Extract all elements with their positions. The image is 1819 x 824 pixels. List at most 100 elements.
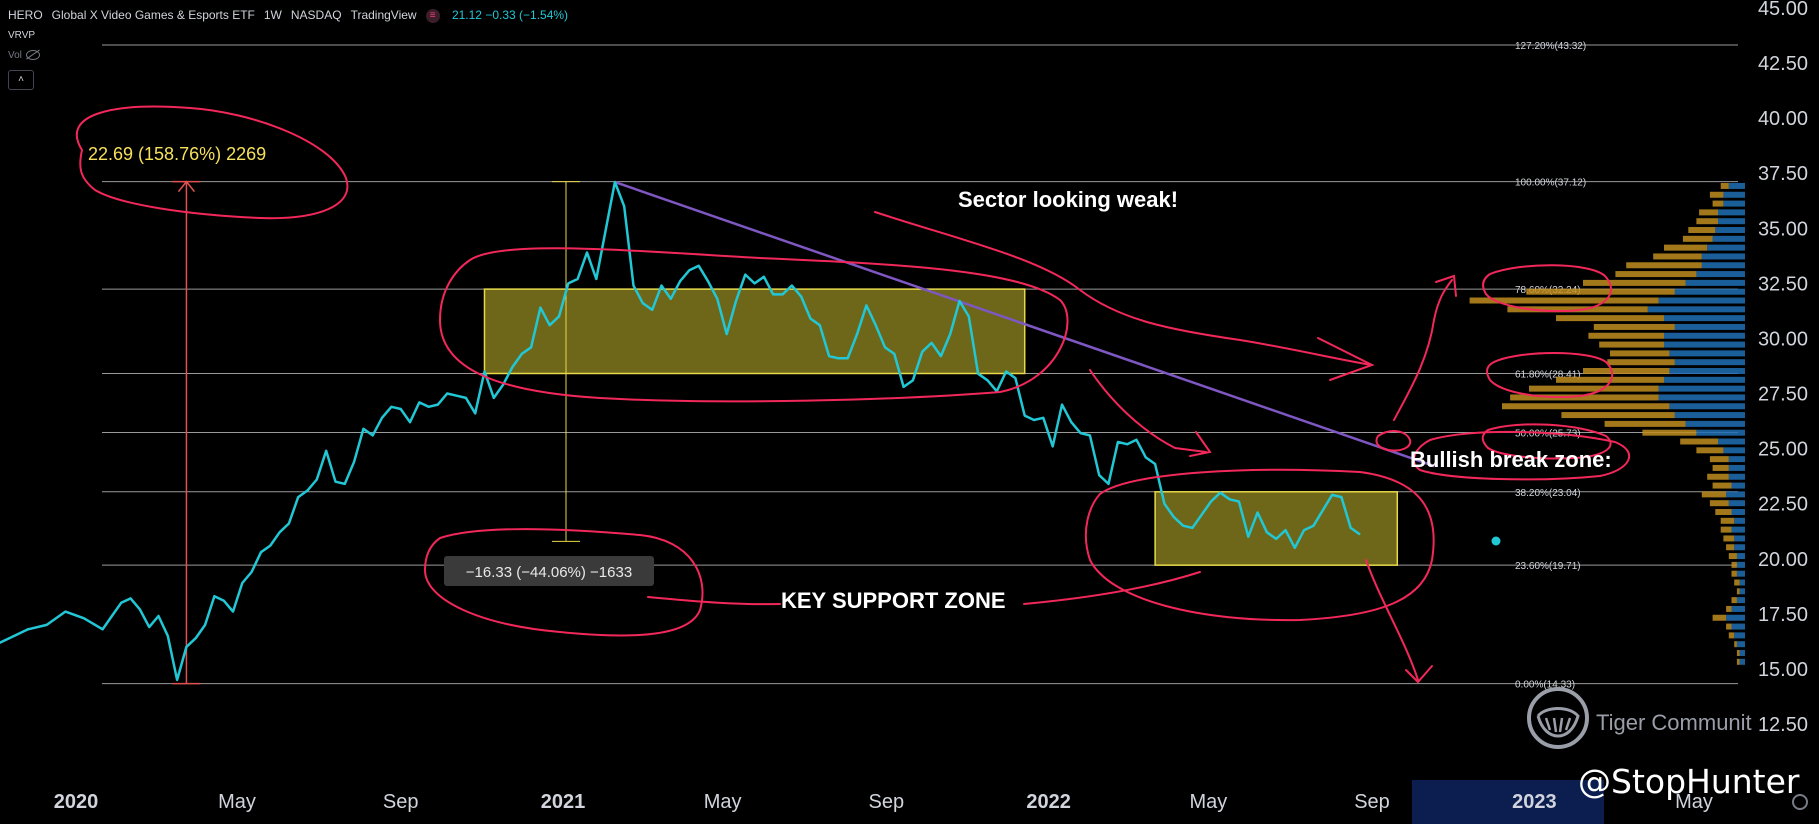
x-tick-label: May	[218, 791, 256, 813]
x-tick-label: Sep	[1354, 791, 1390, 813]
volume-profile-bar-down	[1712, 200, 1724, 207]
volume-profile-bar-up	[1658, 297, 1745, 304]
zones	[483, 288, 1399, 566]
volume-profile-bar-down	[1529, 385, 1659, 392]
chart-header: HERO Global X Video Games & Esports ETF 1W…	[8, 8, 577, 23]
author-handle: @StopHunter	[1578, 762, 1800, 801]
volume-profile-bar-up	[1726, 614, 1745, 621]
y-tick-label: 22.50	[1758, 494, 1808, 516]
volume-profile-bar-up	[1736, 570, 1745, 577]
volume-profile-bar-up	[1728, 464, 1745, 471]
ink-drop-arrow	[1089, 369, 1207, 453]
time-axis[interactable]: 2020 May Sep 2021 May Sep 2022 May Sep 2023 May	[54, 791, 1713, 813]
data-source: TradingView	[350, 8, 417, 22]
volume-profile-bar-up	[1726, 491, 1745, 498]
volume-profile-bar-up	[1664, 315, 1745, 322]
exchange: NASDAQ	[290, 8, 342, 22]
volume-profile-bar-down	[1736, 650, 1740, 657]
support-zone-rect	[483, 288, 1026, 375]
collapse-legend-button[interactable]: ˄	[8, 70, 34, 90]
volume-profile-bar-up	[1728, 456, 1745, 463]
volume-profile-bar-up	[1723, 447, 1745, 454]
support-zone-rect	[1154, 491, 1399, 566]
ink-up-arrow	[1393, 279, 1453, 421]
volume-profile-bar-up	[1701, 262, 1745, 269]
eye-hidden-icon[interactable]	[25, 50, 40, 61]
volume-profile-bar-up	[1701, 253, 1745, 260]
ink-sector-arrow	[874, 211, 1373, 366]
volume-profile-bar-up	[1669, 350, 1745, 357]
volume-profile-bar-down	[1610, 350, 1670, 357]
ink-sector-arrowhead	[1317, 337, 1375, 381]
volume-profile-bar-up	[1736, 561, 1745, 568]
indicator-volume[interactable]: Vol	[8, 50, 40, 61]
volume-profile-bar-up	[1736, 597, 1745, 604]
symbol[interactable]: HERO	[8, 8, 43, 22]
annotation-text: Sector looking weak! KEY SUPPORT ZONE Bull…	[781, 187, 1612, 613]
volume-profile-bar-up	[1647, 306, 1745, 313]
volume-profile-bar-down	[1615, 271, 1697, 278]
annotation-bullish-break: Bullish break zone:	[1410, 447, 1612, 472]
volume-profile-bar-down	[1726, 623, 1732, 630]
volume-profile-bar-down	[1720, 526, 1732, 533]
ink-fib-786-circle	[1482, 264, 1612, 313]
volume-profile-bar-down	[1709, 500, 1729, 507]
x-tick-label: 2023	[1512, 791, 1557, 813]
volume-profile-bar-down	[1728, 632, 1735, 639]
volume-profile-bar-up	[1736, 553, 1745, 560]
x-tick-label: 2020	[54, 791, 99, 813]
volume-profile-bar-down	[1556, 376, 1664, 383]
fib-level-label: 38.20%(23.04)	[1515, 488, 1581, 499]
price-series	[0, 180, 1361, 682]
volume-profile-bar-down	[1626, 262, 1702, 269]
volume-profile-bar-down	[1583, 279, 1686, 286]
volume-profile-bar-up	[1674, 412, 1745, 419]
ink-down-arrow	[1365, 559, 1419, 681]
volume-profile-bar-down	[1736, 588, 1740, 595]
indicator-vrvp[interactable]: VRVP	[8, 30, 35, 41]
y-tick-label: 42.50	[1758, 53, 1808, 75]
volume-profile-bar-up	[1734, 632, 1745, 639]
y-tick-label: 25.00	[1758, 439, 1808, 461]
volume-profile-bar-up	[1728, 182, 1745, 189]
volume-profile-bar-up	[1723, 200, 1745, 207]
volume-profile-bar-up	[1739, 658, 1745, 665]
volume-profile-bar-down	[1731, 597, 1737, 604]
volume-profile-bar-up	[1669, 403, 1745, 410]
settings-gear-icon[interactable]	[1792, 794, 1808, 810]
ink-measure-circle	[75, 105, 349, 220]
volume-profile-bar-down	[1699, 209, 1718, 216]
x-tick-label: May	[1675, 791, 1713, 813]
price-axis[interactable]: 45.00 42.50 40.00 37.50 35.00 32.50 30.00 27.50…	[1758, 0, 1808, 736]
volume-profile-bar-down	[1709, 191, 1724, 198]
volume-profile-bar-down	[1682, 235, 1713, 242]
fib-level-label: 127.20%(43.32)	[1515, 41, 1586, 52]
volume-profile	[1469, 182, 1745, 665]
volume-profile-bar-up	[1731, 482, 1745, 489]
ink-drop-arrowhead	[1189, 431, 1212, 457]
volume-profile-bar-down	[1728, 553, 1737, 560]
volume-profile-bar-down	[1526, 288, 1675, 295]
y-tick-label: 12.50	[1758, 714, 1808, 736]
volume-profile-bar-down	[1561, 412, 1675, 419]
interval[interactable]: 1W	[263, 8, 282, 22]
volume-profile-bar-up	[1734, 517, 1745, 524]
ink-upper-zone-ellipse	[438, 247, 1069, 403]
volume-profile-bar-up	[1715, 227, 1745, 234]
fib-level-label: 61.80%(28.41)	[1515, 369, 1581, 380]
ink-up-arrowhead	[1435, 274, 1457, 297]
volume-profile-bar-down	[1653, 253, 1702, 260]
x-tick-label: Sep	[383, 791, 419, 813]
volume-profile-bar-down	[1664, 244, 1708, 251]
market-status-icon[interactable]: ≡	[425, 8, 440, 23]
volume-profile-bar-up	[1731, 526, 1745, 533]
volume-profile-bar-up	[1664, 332, 1745, 339]
volume-profile-bar-up	[1685, 279, 1745, 286]
ink-fib-618-circle	[1486, 352, 1614, 399]
volume-profile-bar-up	[1658, 385, 1745, 392]
volume-profile-bar-up	[1728, 500, 1745, 507]
measures: 22.69 (158.76%) 2269 −16.33 (−44.06%) −16…	[88, 144, 654, 685]
volume-profile-bar-down	[1712, 482, 1732, 489]
indicator-label: VRVP	[8, 30, 36, 41]
